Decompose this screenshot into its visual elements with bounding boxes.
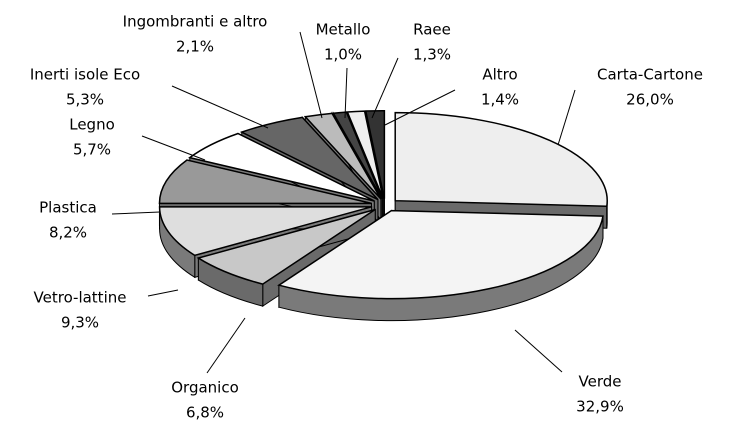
data-label-name: Inerti isole Eco (30, 66, 140, 84)
data-label-value: 1,0% (324, 46, 362, 64)
data-label-name: Metallo (316, 21, 371, 39)
data-label-value: 6,8% (186, 404, 224, 422)
data-label-name: Organico (171, 379, 239, 397)
slice (196, 208, 376, 285)
data-label-value: 8,2% (49, 224, 87, 242)
data-label-value: 1,4% (481, 91, 519, 109)
data-label-value: 5,3% (66, 91, 104, 109)
slice (277, 209, 604, 300)
leader-line (514, 329, 563, 373)
data-label-value: 5,7% (73, 141, 111, 159)
slice-tops (158, 109, 608, 300)
slice (158, 159, 372, 205)
data-label-name: Verde (579, 373, 622, 391)
data-label-name: Raee (413, 21, 451, 39)
slice (346, 110, 384, 200)
leader-line (111, 211, 161, 215)
data-label-value: 9,3% (61, 314, 99, 332)
data-label-value: 1,3% (413, 46, 451, 64)
slice (158, 206, 372, 257)
leader-line (171, 85, 269, 129)
slice (303, 112, 382, 200)
leader-line (384, 89, 456, 126)
data-label-name: Legno (69, 116, 115, 134)
slice (332, 111, 383, 200)
data-label-value: 2,1% (176, 38, 214, 56)
data-label-name: Vetro-lattine (34, 289, 127, 307)
slice (394, 111, 608, 207)
data-label-name: Carta-Cartone (597, 66, 703, 84)
data-label-name: Ingombranti e altro (123, 13, 268, 31)
leader-line (147, 289, 179, 297)
leader-line (141, 135, 206, 161)
slice (188, 132, 375, 202)
data-label-name: Altro (482, 66, 517, 84)
slice (239, 116, 379, 201)
data-label-name: Plastica (39, 199, 97, 217)
leader-line (344, 67, 348, 119)
leader-line (299, 31, 323, 119)
leader-line (206, 317, 246, 374)
leader-line (557, 89, 576, 146)
data-label-value: 32,9% (576, 398, 624, 416)
data-label-value: 26,0% (626, 91, 674, 109)
leader-line (371, 57, 399, 119)
